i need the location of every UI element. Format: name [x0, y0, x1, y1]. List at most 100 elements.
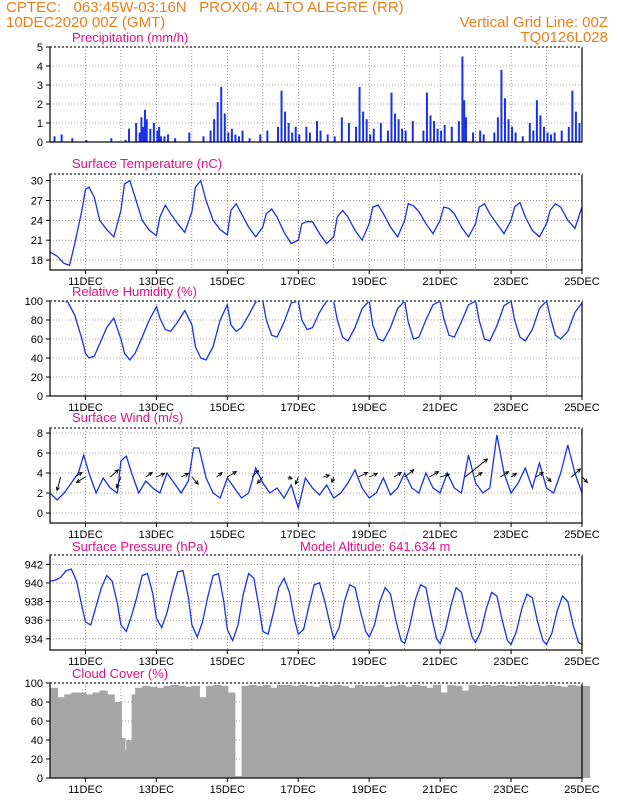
precip-bar	[276, 126, 279, 142]
cloud-bar	[525, 685, 534, 778]
precip-bar	[550, 134, 553, 142]
rh-xtick-label: 23DEC	[493, 402, 529, 414]
temp-ytick-label: 27	[31, 195, 43, 207]
cloud-bar	[170, 684, 179, 778]
cloud-bar	[440, 692, 449, 778]
precip-bar	[422, 130, 425, 142]
precip-bar	[369, 134, 372, 142]
cloud-bar	[142, 685, 151, 778]
precip-bar	[143, 109, 146, 142]
precip-bar	[433, 121, 436, 142]
precip-bar	[394, 113, 397, 142]
precip-bar	[128, 128, 131, 142]
pressure-xtick-label: 23DEC	[493, 656, 529, 668]
wind-arrow-head	[78, 471, 83, 477]
temp-ytick-label: 30	[31, 176, 43, 188]
cloud-bar	[326, 685, 335, 778]
temp-panel	[46, 173, 583, 274]
precip-bar	[404, 130, 407, 142]
cloud-bar	[503, 685, 513, 778]
precip-bar	[71, 138, 74, 142]
pressure-xtick-label: 19DEC	[351, 656, 387, 668]
header-station-line: CPTEC: 063:45W-03:16N PROX04: ALTO ALEGR…	[6, 0, 404, 16]
precip-bar	[202, 136, 205, 142]
precip-bar	[227, 132, 230, 142]
cloud-bar	[425, 687, 435, 778]
wind-arrow-head	[539, 471, 544, 477]
pressure-xtick-label: 11DEC	[68, 656, 103, 668]
wind-arrow-head	[583, 478, 589, 484]
cloud-bar	[241, 685, 250, 778]
wind-arrow-head	[194, 480, 199, 485]
wind-arrow	[257, 476, 264, 484]
precip-bar	[237, 136, 240, 142]
cloud-xtick-label: 25DEC	[564, 784, 600, 796]
pressure-ytick-label: 940	[25, 578, 43, 590]
temp-title: Surface Temperature (nC)	[72, 156, 222, 171]
precip-bar	[411, 121, 414, 142]
cloud-bar	[248, 684, 257, 778]
wind-arrow	[475, 472, 483, 478]
wind-ytick-label: 6	[37, 448, 43, 460]
cloud-bar	[213, 684, 222, 778]
precip-bar	[546, 132, 549, 142]
pressure-ytick-label: 936	[25, 615, 43, 627]
rh-xtick-label: 19DEC	[351, 402, 387, 414]
wind-arrow-head	[363, 472, 369, 476]
cloud-xtick-label: 21DEC	[422, 784, 458, 796]
wind-arrow	[181, 472, 189, 478]
precip-bar	[436, 128, 439, 142]
wind-arrow	[322, 474, 330, 478]
precip-bar	[287, 123, 290, 142]
rh-xtick-label: 25DEC	[564, 402, 600, 414]
rh-ytick-label: 80	[31, 315, 43, 327]
precip-bar	[463, 100, 466, 142]
wind-arrow-head	[115, 483, 120, 489]
wind-xtick-label: 21DEC	[422, 529, 458, 541]
precip-ytick-label: 2	[37, 99, 43, 111]
cloud-bar	[539, 685, 548, 778]
cloud-bar	[383, 686, 392, 778]
header-grid-note: Vertical Grid Line: 00Z	[459, 14, 608, 31]
rh-ytick-label: 40	[31, 353, 43, 365]
precip-bar	[528, 123, 531, 142]
wind-arrow	[227, 471, 237, 478]
precip-ytick-label: 5	[37, 42, 43, 54]
precip-bar	[386, 130, 389, 142]
cloud-bar	[447, 684, 456, 778]
precip-bar	[379, 123, 382, 142]
cloud-bar	[518, 684, 527, 778]
wind-arrow	[429, 471, 439, 478]
precip-bar	[355, 126, 358, 142]
precip-bar	[574, 111, 577, 142]
cloud-xtick-label: 23DEC	[493, 784, 529, 796]
pressure-xtick-label: 13DEC	[139, 656, 175, 668]
cloud-bar	[511, 685, 520, 778]
precip-bar	[443, 124, 446, 142]
wind-arrow-head	[477, 471, 483, 477]
precip-bar	[521, 136, 524, 142]
precip-bar	[149, 128, 152, 142]
wind-arrow-head	[547, 477, 552, 483]
temp-ytick-label: 18	[31, 255, 43, 267]
cloud-bar	[177, 685, 186, 778]
precip-bar	[326, 134, 329, 142]
precip-bar	[560, 130, 563, 142]
wind-arrow	[116, 476, 122, 488]
wind-arrow-head	[330, 478, 336, 484]
precip-bar	[397, 119, 400, 142]
cloud-bar	[198, 697, 208, 778]
cloud-bar	[106, 694, 115, 778]
rh-xtick-label: 13DEC	[139, 402, 175, 414]
pressure-xtick-label: 25DEC	[564, 656, 600, 668]
wind-arrow-head	[576, 468, 582, 473]
rh-ytick-label: 20	[31, 372, 43, 384]
precip-bar	[163, 136, 166, 142]
cloud-bar	[397, 684, 406, 778]
cloud-ytick-label: 40	[31, 735, 43, 747]
rh-ytick-label: 60	[31, 334, 43, 346]
cloud-bar	[227, 692, 236, 778]
cloud-xtick-label: 15DEC	[210, 784, 246, 796]
rh-xtick-label: 15DEC	[210, 402, 246, 414]
cloud-bar	[454, 685, 463, 778]
